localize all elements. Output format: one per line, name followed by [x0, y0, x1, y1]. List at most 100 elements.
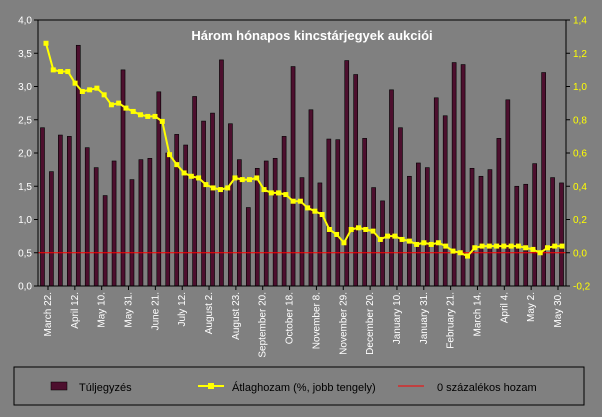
bar-tuljegyzes [183, 144, 188, 287]
avg-yield-point [435, 240, 441, 246]
bar-tuljegyzes [353, 74, 359, 287]
x-tick-label: June 21. [150, 292, 161, 330]
avg-yield-point [159, 118, 165, 124]
avg-yield-point [210, 185, 216, 191]
avg-yield-point [326, 226, 332, 232]
x-tick-label: October 18. [285, 292, 296, 344]
avg-yield-point [465, 253, 471, 259]
x-tick-label: January 31. [419, 292, 430, 344]
bar-tuljegyzes [326, 138, 332, 287]
avg-yield-point [457, 250, 463, 256]
avg-yield-point [283, 192, 289, 198]
left-tick-label: 3,5 [18, 49, 32, 60]
bar-tuljegyzes [505, 99, 511, 287]
avg-yield-point [363, 226, 369, 232]
x-tick-label: May 10. [97, 292, 108, 328]
avg-yield-point [123, 105, 129, 111]
bar-tuljegyzes [192, 96, 197, 287]
avg-yield-point [479, 243, 485, 249]
x-tick-label: January 10. [392, 292, 403, 344]
bar-tuljegyzes [308, 109, 314, 287]
left-tick-label: 1,0 [18, 215, 32, 226]
bar-tuljegyzes [210, 112, 215, 287]
avg-yield-point [385, 233, 391, 239]
avg-yield-point [290, 198, 296, 204]
x-tick-label: March 14. [472, 292, 483, 336]
x-tick-label: July 12. [177, 292, 188, 326]
avg-yield-point [537, 250, 543, 256]
avg-yield-point [203, 182, 209, 188]
avg-yield-point [152, 113, 158, 119]
avg-yield-point [87, 87, 93, 93]
avg-yield-point [552, 243, 558, 249]
x-tick-label: April 4. [499, 292, 510, 323]
right-tick-label: 1,2 [573, 49, 587, 60]
avg-yield-point [108, 102, 114, 108]
left-tick-label: 1,5 [18, 182, 32, 193]
x-tick-label: April 12. [70, 292, 81, 329]
bar-tuljegyzes [433, 97, 439, 287]
right-tick-label: 1,4 [573, 16, 587, 27]
avg-yield-point [486, 243, 492, 249]
avg-yield-point [239, 177, 245, 183]
bar-tuljegyzes [380, 200, 385, 287]
avg-yield-point [334, 231, 340, 237]
bar-tuljegyzes [129, 179, 135, 287]
bar-tuljegyzes [299, 177, 305, 287]
avg-yield-point [312, 208, 318, 214]
bar-tuljegyzes [496, 138, 502, 287]
avg-yield-point [305, 205, 311, 211]
chart-title: Három hónapos kincstárjegyek aukciói [191, 28, 432, 43]
avg-yield-point [515, 243, 521, 249]
bar-tuljegyzes [532, 163, 537, 287]
bar-tuljegyzes [362, 138, 367, 287]
bar-tuljegyzes [228, 123, 233, 287]
bar-tuljegyzes [67, 136, 72, 287]
right-tick-label: 0,8 [573, 115, 587, 126]
bar-tuljegyzes [416, 162, 421, 287]
avg-yield-point [523, 245, 529, 251]
bar-tuljegyzes [102, 195, 108, 287]
avg-yield-point [225, 185, 231, 191]
avg-yield-point [508, 243, 514, 249]
legend-swatch-bars [50, 381, 68, 391]
avg-yield-point [356, 225, 362, 231]
bar-tuljegyzes [219, 59, 224, 287]
bar-tuljegyzes [49, 171, 54, 287]
left-tick-label: 0,0 [18, 282, 32, 293]
legend-label-avg: Átlaghozam (%, jobb tengely) [232, 381, 376, 394]
right-tick-label: 0,2 [573, 215, 587, 226]
avg-yield-point [79, 88, 85, 94]
avg-yield-point [472, 245, 478, 251]
x-tick-label: August 2. [204, 292, 215, 334]
avg-yield-point [370, 228, 376, 234]
right-tick-label: 0,6 [573, 149, 587, 160]
avg-yield-point [145, 113, 151, 119]
bar-tuljegyzes [111, 160, 117, 287]
right-tick-label: 1,0 [573, 82, 587, 93]
bar-tuljegyzes [514, 185, 520, 287]
avg-yield-point [65, 69, 71, 75]
bar-tuljegyzes [442, 115, 448, 287]
left-tick-label: 3,0 [18, 82, 32, 93]
x-tick-label: May 31. [124, 292, 135, 328]
bar-tuljegyzes [201, 120, 206, 287]
bar-tuljegyzes [84, 147, 90, 287]
x-tick-label: August 23. [231, 292, 242, 340]
bar-tuljegyzes [344, 60, 350, 287]
avg-yield-point [167, 152, 173, 158]
avg-yield-point [43, 40, 49, 46]
right-tick-label: 0,0 [573, 248, 587, 259]
avg-yield-point [544, 245, 550, 251]
right-tick-label: -0,2 [573, 282, 591, 293]
legend-label-zero: 0 százalékos hozam [437, 382, 537, 394]
avg-yield-point [130, 108, 136, 114]
bar-tuljegyzes [550, 177, 555, 287]
x-tick-label: May 2. [526, 292, 537, 322]
bar-tuljegyzes [424, 167, 430, 287]
avg-yield-point [341, 240, 347, 246]
bar-tuljegyzes [263, 160, 269, 287]
x-tick-label: May 30. [553, 292, 564, 328]
